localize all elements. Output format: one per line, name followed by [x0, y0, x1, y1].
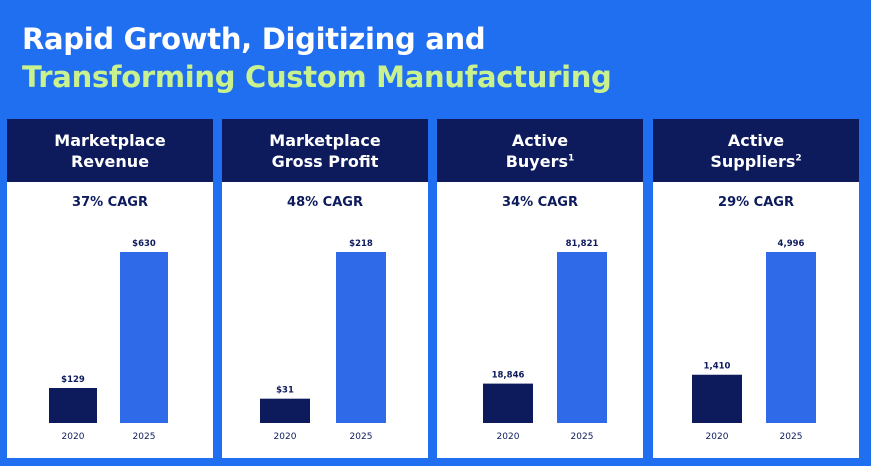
- cagr-label: 29% CAGR: [718, 195, 794, 210]
- panel-header: Active Suppliers2: [653, 119, 859, 182]
- bar-2020: [692, 374, 742, 423]
- x-tick-label: 2025: [350, 432, 373, 442]
- x-tick-label: 2020: [497, 432, 520, 442]
- panel-header-line-2: Gross Profit: [271, 151, 379, 171]
- data-label: 18,846: [492, 371, 525, 381]
- panel-header: Active Buyers1: [437, 119, 643, 182]
- panel-header-line-1: Active: [727, 130, 785, 150]
- cagr-label: 34% CAGR: [502, 195, 578, 210]
- data-label: $218: [349, 239, 373, 249]
- data-label: 4,996: [778, 239, 805, 249]
- panel-marketplace-revenue: Marketplace Revenue 37% CAGR $129 2020 $63…: [7, 119, 213, 458]
- title-line-2: Transforming Custom Manufacturing: [22, 60, 612, 94]
- x-tick-label: 2020: [62, 432, 85, 442]
- footnote-marker: 1: [568, 153, 575, 164]
- bar-2020: [49, 387, 97, 423]
- panel-header: Marketplace Revenue: [7, 119, 213, 182]
- bar-2020: [260, 398, 310, 423]
- panel-marketplace-gross-profit: Marketplace Gross Profit 48% CAGR $31 202…: [222, 119, 428, 458]
- panel-header: Marketplace Gross Profit: [222, 119, 428, 182]
- cagr-label: 37% CAGR: [72, 195, 148, 210]
- data-label: 1,410: [704, 362, 731, 372]
- footnote-marker: 2: [795, 153, 802, 164]
- panel-active-buyers: Active Buyers1 34% CAGR 18,846 2020 81,821…: [437, 119, 643, 458]
- page-title: Rapid Growth, Digitizing and Transformin…: [22, 20, 612, 96]
- bar-2025: [557, 252, 607, 423]
- data-label: $630: [132, 239, 156, 249]
- bar-2025: [336, 252, 386, 423]
- bar-chart-gross-profit: $31 2020 $218 2025: [260, 239, 386, 442]
- x-tick-label: 2025: [571, 432, 594, 442]
- bar-2020: [483, 383, 533, 423]
- bar-chart-buyers: 18,846 2020 81,821 2025: [483, 239, 607, 442]
- panel-header-line-1: Active: [511, 130, 569, 150]
- data-label: $31: [276, 386, 294, 396]
- x-tick-label: 2025: [780, 432, 803, 442]
- panel-active-suppliers: Active Suppliers2 29% CAGR 1,410 2020 4,99…: [653, 119, 859, 458]
- bar-chart-revenue: $129 2020 $630 2025: [49, 239, 168, 442]
- x-tick-label: 2025: [133, 432, 156, 442]
- panel-header-line-1: Marketplace: [54, 130, 166, 150]
- data-label: 81,821: [566, 239, 599, 249]
- panel-header-line-2: Revenue: [70, 151, 150, 171]
- panel-header-line-2: Buyers: [505, 151, 568, 171]
- bar-chart-suppliers: 1,410 2020 4,996 2025: [692, 239, 816, 442]
- bar-2025: [766, 252, 816, 423]
- x-tick-label: 2020: [706, 432, 729, 442]
- cagr-label: 48% CAGR: [287, 195, 363, 210]
- panel-header-line-2: Suppliers: [710, 151, 796, 171]
- panel-header-line-1: Marketplace: [269, 130, 381, 150]
- bar-2025: [120, 252, 168, 423]
- title-line-1: Rapid Growth, Digitizing and: [22, 22, 486, 56]
- x-tick-label: 2020: [274, 432, 297, 442]
- data-label: $129: [61, 375, 85, 385]
